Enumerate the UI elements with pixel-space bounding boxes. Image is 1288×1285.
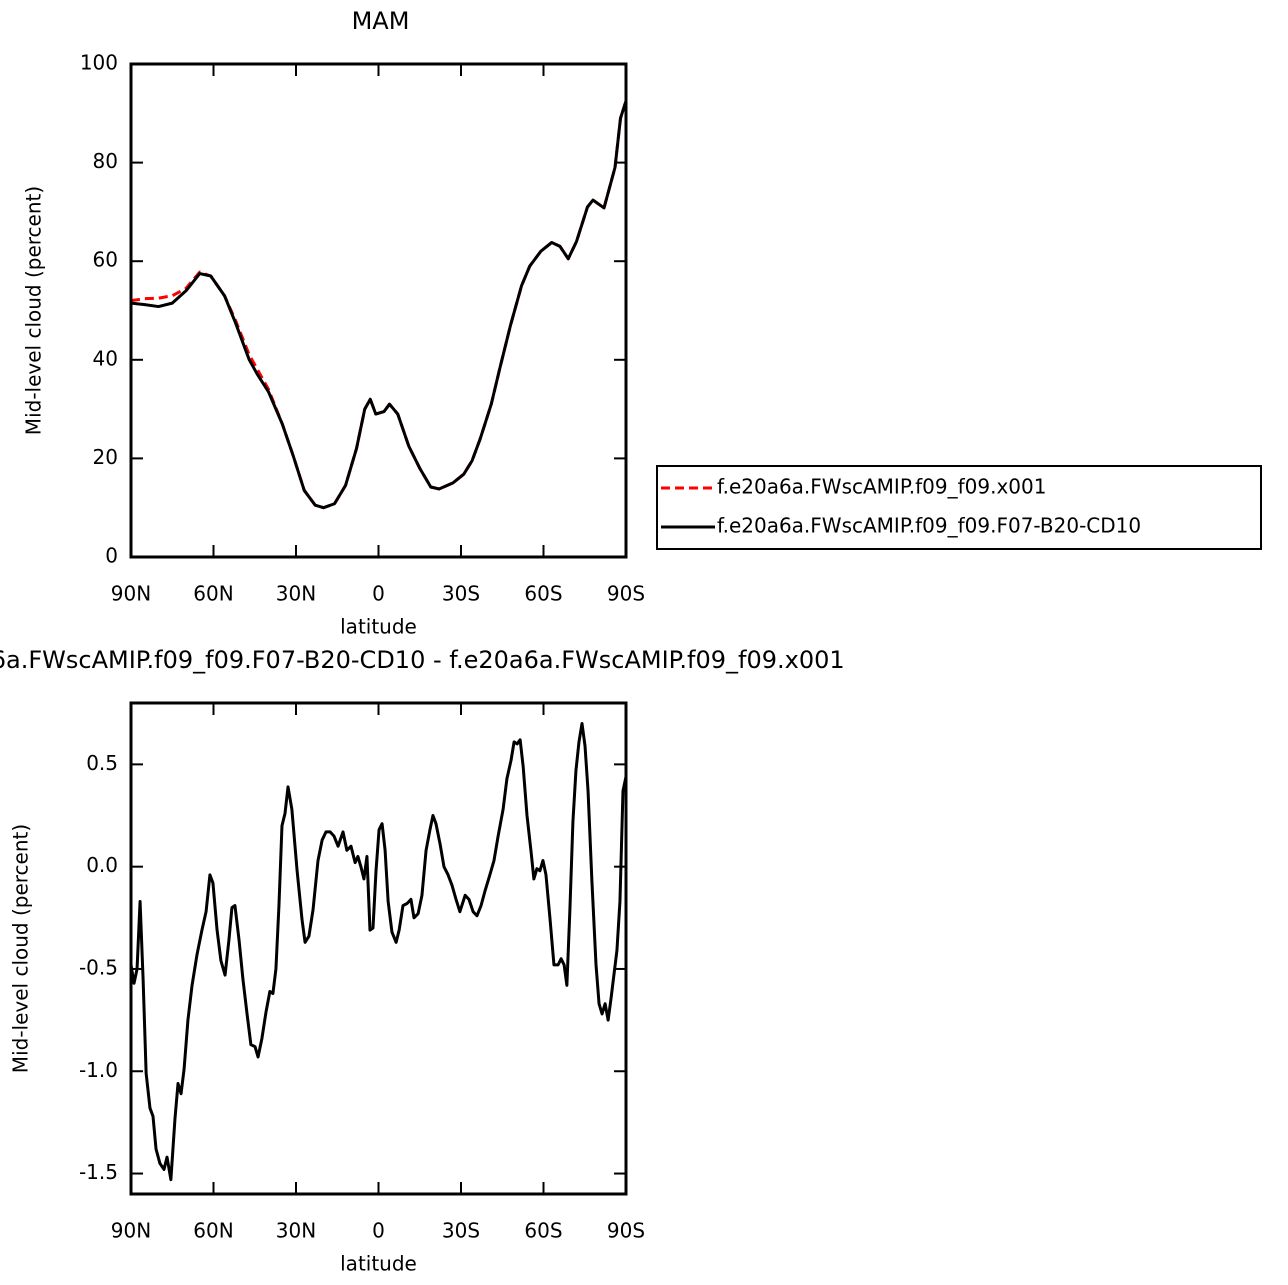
y-tick-label: -1.5	[79, 1160, 118, 1184]
x-tick-label: 30S	[442, 582, 480, 606]
x-tick-label: 90N	[111, 1219, 151, 1243]
x-tick-label: 60N	[193, 1219, 233, 1243]
x-axis-label: latitude	[340, 615, 417, 639]
data-line	[131, 100, 626, 510]
plot-frame	[129, 62, 628, 559]
data-line	[131, 721, 626, 1182]
y-axis-label: Mid-level cloud (percent)	[22, 186, 46, 435]
legend-label: f.e20a6a.FWscAMIP.f09_f09.F07-B20-CD10	[717, 514, 1141, 538]
x-tick-label: 30N	[276, 1219, 316, 1243]
x-tick-label: 0	[372, 582, 385, 606]
y-tick-label: 40	[93, 346, 118, 370]
y-tick-label: -0.5	[79, 955, 118, 979]
x-tick-label: 0	[372, 1219, 385, 1243]
x-tick-label: 30S	[442, 1219, 480, 1243]
x-tick-label: 30N	[276, 582, 316, 606]
x-tick-label: 60N	[193, 582, 233, 606]
y-tick-label: 0.0	[86, 853, 118, 877]
y-tick-label: 100	[80, 51, 118, 75]
chart-title: MAM	[352, 7, 410, 35]
y-tick-label: -1.0	[79, 1058, 118, 1082]
x-tick-label: 90S	[607, 582, 645, 606]
data-line	[131, 100, 626, 510]
x-axis-label: latitude	[340, 1252, 417, 1276]
y-axis-label: Mid-level cloud (percent)	[9, 824, 33, 1073]
y-tick-label: 20	[93, 445, 118, 469]
legend-label: f.e20a6a.FWscAMIP.f09_f09.x001	[717, 475, 1046, 499]
y-tick-label: 60	[93, 248, 118, 272]
x-tick-label: 60S	[524, 1219, 562, 1243]
x-tick-label: 90S	[607, 1219, 645, 1243]
chart-title: f.e20a6a.FWscAMIP.f09_f09.F07-B20-CD10 -…	[0, 646, 845, 674]
y-tick-label: 0	[105, 544, 118, 568]
plot-frame	[129, 701, 628, 1196]
y-tick-label: 0.5	[86, 751, 118, 775]
legend-box	[656, 465, 1262, 550]
y-tick-label: 80	[93, 149, 118, 173]
x-tick-label: 60S	[524, 582, 562, 606]
x-tick-label: 90N	[111, 582, 151, 606]
